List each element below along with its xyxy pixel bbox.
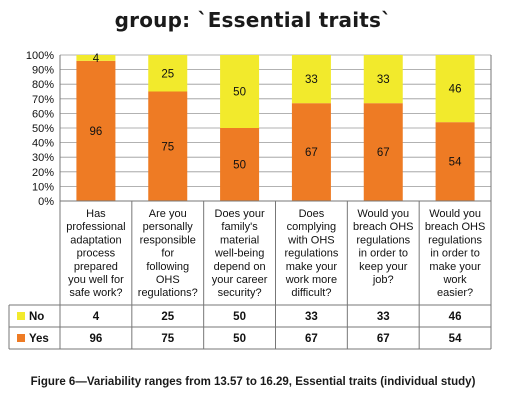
category-label: Does (299, 208, 325, 220)
data-label-no: 25 (161, 68, 174, 80)
table-value-yes: 96 (90, 333, 103, 345)
category-label: material (220, 234, 259, 246)
category-label: in order to (430, 248, 480, 260)
bar-yes (435, 122, 475, 201)
category-label: with OHS (287, 234, 334, 246)
data-label-yes: 67 (305, 147, 318, 159)
category-label: your career (212, 274, 268, 286)
bar-no (148, 55, 188, 92)
category-label: regulations? (138, 287, 198, 299)
data-label-no: 33 (305, 74, 318, 86)
table-value-no: 4 (93, 311, 100, 323)
category-label: responsible (140, 234, 196, 246)
legend-label-no: No (29, 311, 44, 323)
data-label-no: 46 (449, 84, 462, 96)
y-tick-label: 60% (32, 108, 54, 120)
category-label: job? (372, 274, 394, 286)
y-tick-label: 0% (38, 196, 54, 208)
category-label: you well for (68, 274, 124, 286)
data-label-yes: 75 (161, 141, 174, 153)
legend-swatch-yes (17, 334, 25, 342)
category-label: regulations (285, 248, 339, 260)
table-value-yes: 54 (449, 333, 462, 345)
legend-label-yes: Yes (29, 333, 49, 345)
category-label: process (77, 248, 116, 260)
category-label: difficult? (291, 287, 331, 299)
data-label-yes: 96 (90, 126, 103, 138)
y-tick-label: 90% (32, 65, 54, 77)
category-label: Has (86, 208, 106, 220)
table-value-yes: 67 (377, 333, 390, 345)
y-tick-label: 20% (32, 167, 54, 179)
category-label: Does your (215, 208, 265, 220)
data-label-no: 4 (93, 53, 100, 65)
category-label: personally (143, 221, 194, 233)
table-value-yes: 75 (161, 333, 174, 345)
data-label-yes: 54 (449, 157, 462, 169)
category-label: regulations (356, 234, 410, 246)
data-label-yes: 50 (233, 160, 246, 172)
category-label: Would you (429, 208, 481, 220)
bar-no (220, 55, 260, 128)
category-label: adaptation (70, 234, 121, 246)
table-value-yes: 67 (305, 333, 318, 345)
category-label: easier? (437, 287, 473, 299)
y-tick-label: 100% (26, 50, 54, 62)
category-label: safe work? (69, 287, 122, 299)
data-label-no: 50 (233, 87, 246, 99)
table-value-no: 33 (305, 311, 318, 323)
category-label: Are you (149, 208, 187, 220)
legend-swatch-no (17, 312, 25, 320)
category-label: breach OHS (425, 221, 486, 233)
bar-no (435, 55, 475, 123)
category-label: work more (285, 274, 337, 286)
bar-yes (148, 91, 188, 201)
y-tick-label: 80% (32, 79, 54, 91)
category-label: for (161, 248, 174, 260)
table-value-no: 50 (233, 311, 246, 323)
bar-yes (76, 60, 116, 202)
bar-no (291, 55, 331, 104)
table-value-no: 33 (377, 311, 390, 323)
y-tick-label: 10% (32, 181, 54, 193)
data-label-no: 33 (377, 74, 390, 86)
category-label: complying (287, 221, 337, 233)
table-value-no: 25 (161, 311, 174, 323)
category-label: well-being (214, 248, 265, 260)
y-tick-label: 40% (32, 138, 54, 150)
bar-yes (363, 103, 403, 201)
chart-title: group: `Essential traits` (114, 8, 392, 32)
category-label: family's (221, 221, 258, 233)
category-label: security? (218, 287, 262, 299)
table-value-yes: 50 (233, 333, 246, 345)
bar-no (363, 55, 403, 104)
bar-yes (220, 128, 260, 201)
category-label: prepared (74, 261, 118, 273)
table-value-no: 46 (449, 311, 462, 323)
category-label: following (146, 261, 189, 273)
category-label: make your (429, 261, 481, 273)
data-label-yes: 67 (377, 147, 390, 159)
figure-caption: Figure 6—Variability ranges from 13.57 t… (30, 376, 476, 388)
y-tick-label: 30% (32, 152, 54, 164)
category-label: depend on (214, 261, 266, 273)
category-label: Would you (357, 208, 409, 220)
category-label: make your (286, 261, 338, 273)
category-label: OHS (156, 274, 180, 286)
category-label: work (442, 274, 467, 286)
bar-yes (291, 103, 331, 201)
category-label: in order to (358, 248, 408, 260)
category-label: regulations (428, 234, 482, 246)
category-label: professional (66, 221, 125, 233)
category-label: breach OHS (353, 221, 414, 233)
y-tick-label: 70% (32, 94, 54, 106)
bar-no (76, 55, 116, 61)
y-tick-label: 50% (32, 123, 54, 135)
category-label: keep your (359, 261, 408, 273)
